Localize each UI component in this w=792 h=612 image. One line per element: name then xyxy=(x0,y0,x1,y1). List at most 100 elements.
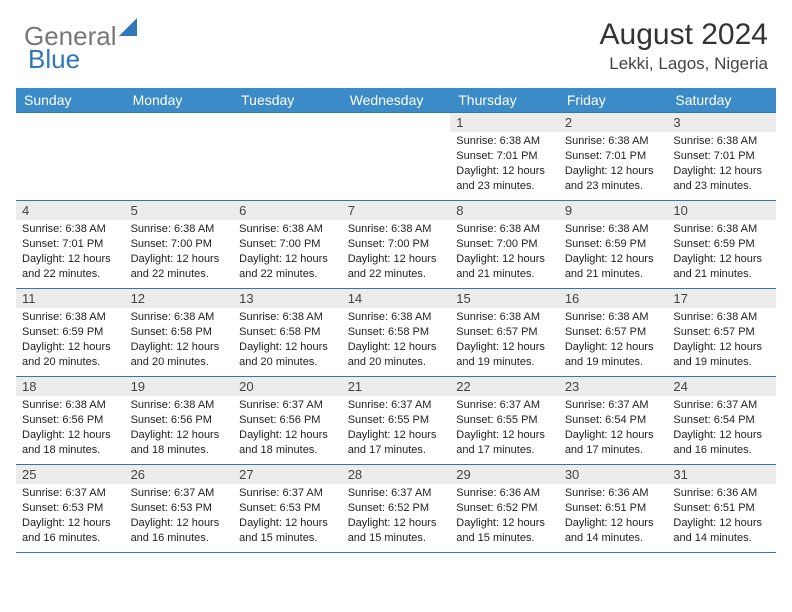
day-details: Sunrise: 6:37 AMSunset: 6:55 PMDaylight:… xyxy=(450,396,559,461)
calendar-cell: 21Sunrise: 6:37 AMSunset: 6:55 PMDayligh… xyxy=(342,377,451,465)
calendar-cell: 22Sunrise: 6:37 AMSunset: 6:55 PMDayligh… xyxy=(450,377,559,465)
calendar-cell: 5Sunrise: 6:38 AMSunset: 7:00 PMDaylight… xyxy=(125,201,234,289)
daylight-line: Daylight: 12 hours and 19 minutes. xyxy=(456,340,553,370)
day-number: 2 xyxy=(559,113,668,132)
calendar-body: 1Sunrise: 6:38 AMSunset: 7:01 PMDaylight… xyxy=(16,113,776,553)
calendar-cell: 14Sunrise: 6:38 AMSunset: 6:58 PMDayligh… xyxy=(342,289,451,377)
sunrise-line: Sunrise: 6:37 AM xyxy=(22,486,119,501)
sunrise-line: Sunrise: 6:38 AM xyxy=(22,310,119,325)
day-details: Sunrise: 6:38 AMSunset: 7:01 PMDaylight:… xyxy=(450,132,559,197)
day-details: Sunrise: 6:38 AMSunset: 6:56 PMDaylight:… xyxy=(125,396,234,461)
day-details: Sunrise: 6:37 AMSunset: 6:52 PMDaylight:… xyxy=(342,484,451,549)
calendar-cell: 16Sunrise: 6:38 AMSunset: 6:57 PMDayligh… xyxy=(559,289,668,377)
daylight-line: Daylight: 12 hours and 18 minutes. xyxy=(22,428,119,458)
day-number: 6 xyxy=(233,201,342,220)
sunset-line: Sunset: 6:53 PM xyxy=(22,501,119,516)
sunrise-line: Sunrise: 6:38 AM xyxy=(22,222,119,237)
day-details: Sunrise: 6:38 AMSunset: 7:01 PMDaylight:… xyxy=(559,132,668,197)
day-details: Sunrise: 6:38 AMSunset: 7:01 PMDaylight:… xyxy=(667,132,776,197)
day-number: 19 xyxy=(125,377,234,396)
day-number: 24 xyxy=(667,377,776,396)
calendar-cell: 2Sunrise: 6:38 AMSunset: 7:01 PMDaylight… xyxy=(559,113,668,201)
day-details: Sunrise: 6:38 AMSunset: 6:57 PMDaylight:… xyxy=(450,308,559,373)
sunset-line: Sunset: 6:58 PM xyxy=(348,325,445,340)
logo-text-2: Blue xyxy=(28,44,80,75)
sunrise-line: Sunrise: 6:38 AM xyxy=(348,222,445,237)
calendar-cell: 23Sunrise: 6:37 AMSunset: 6:54 PMDayligh… xyxy=(559,377,668,465)
day-details: Sunrise: 6:38 AMSunset: 7:01 PMDaylight:… xyxy=(16,220,125,285)
sunset-line: Sunset: 6:53 PM xyxy=(131,501,228,516)
day-details: Sunrise: 6:36 AMSunset: 6:51 PMDaylight:… xyxy=(559,484,668,549)
sunset-line: Sunset: 6:53 PM xyxy=(239,501,336,516)
sunrise-line: Sunrise: 6:37 AM xyxy=(565,398,662,413)
sunset-line: Sunset: 6:59 PM xyxy=(22,325,119,340)
sunrise-line: Sunrise: 6:38 AM xyxy=(239,310,336,325)
day-number: 22 xyxy=(450,377,559,396)
calendar-row: 4Sunrise: 6:38 AMSunset: 7:01 PMDaylight… xyxy=(16,201,776,289)
day-number: 29 xyxy=(450,465,559,484)
sunrise-line: Sunrise: 6:38 AM xyxy=(565,134,662,149)
sunrise-line: Sunrise: 6:36 AM xyxy=(565,486,662,501)
day-number: 31 xyxy=(667,465,776,484)
daylight-line: Daylight: 12 hours and 15 minutes. xyxy=(456,516,553,546)
daylight-line: Daylight: 12 hours and 23 minutes. xyxy=(456,164,553,194)
calendar-cell-empty xyxy=(125,113,234,201)
sunset-line: Sunset: 6:58 PM xyxy=(239,325,336,340)
calendar-cell: 30Sunrise: 6:36 AMSunset: 6:51 PMDayligh… xyxy=(559,465,668,553)
sunset-line: Sunset: 6:56 PM xyxy=(239,413,336,428)
day-number: 14 xyxy=(342,289,451,308)
sunrise-line: Sunrise: 6:36 AM xyxy=(673,486,770,501)
day-details: Sunrise: 6:37 AMSunset: 6:56 PMDaylight:… xyxy=(233,396,342,461)
sunrise-line: Sunrise: 6:37 AM xyxy=(348,398,445,413)
daylight-line: Daylight: 12 hours and 20 minutes. xyxy=(239,340,336,370)
day-number: 25 xyxy=(16,465,125,484)
daylight-line: Daylight: 12 hours and 18 minutes. xyxy=(131,428,228,458)
daylight-line: Daylight: 12 hours and 21 minutes. xyxy=(673,252,770,282)
day-number: 30 xyxy=(559,465,668,484)
calendar-cell: 8Sunrise: 6:38 AMSunset: 7:00 PMDaylight… xyxy=(450,201,559,289)
calendar-cell: 10Sunrise: 6:38 AMSunset: 6:59 PMDayligh… xyxy=(667,201,776,289)
calendar-cell: 20Sunrise: 6:37 AMSunset: 6:56 PMDayligh… xyxy=(233,377,342,465)
sunset-line: Sunset: 6:54 PM xyxy=(673,413,770,428)
daylight-line: Daylight: 12 hours and 16 minutes. xyxy=(673,428,770,458)
calendar-cell: 13Sunrise: 6:38 AMSunset: 6:58 PMDayligh… xyxy=(233,289,342,377)
calendar-cell: 11Sunrise: 6:38 AMSunset: 6:59 PMDayligh… xyxy=(16,289,125,377)
sunrise-line: Sunrise: 6:38 AM xyxy=(565,222,662,237)
daylight-line: Daylight: 12 hours and 14 minutes. xyxy=(565,516,662,546)
daylight-line: Daylight: 12 hours and 15 minutes. xyxy=(348,516,445,546)
day-number: 1 xyxy=(450,113,559,132)
sunset-line: Sunset: 6:56 PM xyxy=(131,413,228,428)
day-number: 3 xyxy=(667,113,776,132)
sunset-line: Sunset: 6:59 PM xyxy=(565,237,662,252)
calendar-cell: 28Sunrise: 6:37 AMSunset: 6:52 PMDayligh… xyxy=(342,465,451,553)
calendar-row: 25Sunrise: 6:37 AMSunset: 6:53 PMDayligh… xyxy=(16,465,776,553)
day-number: 4 xyxy=(16,201,125,220)
day-number: 18 xyxy=(16,377,125,396)
header: General August 2024 Lekki, Lagos, Nigeri… xyxy=(0,0,792,82)
daylight-line: Daylight: 12 hours and 15 minutes. xyxy=(239,516,336,546)
day-number: 26 xyxy=(125,465,234,484)
calendar-table: SundayMondayTuesdayWednesdayThursdayFrid… xyxy=(16,88,776,553)
calendar-cell-empty xyxy=(342,113,451,201)
sunrise-line: Sunrise: 6:38 AM xyxy=(131,222,228,237)
daylight-line: Daylight: 12 hours and 14 minutes. xyxy=(673,516,770,546)
daylight-line: Daylight: 12 hours and 22 minutes. xyxy=(239,252,336,282)
calendar-cell: 17Sunrise: 6:38 AMSunset: 6:57 PMDayligh… xyxy=(667,289,776,377)
title-block: August 2024 Lekki, Lagos, Nigeria xyxy=(600,18,768,74)
weekday-header-row: SundayMondayTuesdayWednesdayThursdayFrid… xyxy=(16,88,776,113)
daylight-line: Daylight: 12 hours and 20 minutes. xyxy=(131,340,228,370)
sunrise-line: Sunrise: 6:38 AM xyxy=(673,134,770,149)
daylight-line: Daylight: 12 hours and 23 minutes. xyxy=(565,164,662,194)
day-details: Sunrise: 6:38 AMSunset: 7:00 PMDaylight:… xyxy=(233,220,342,285)
day-details: Sunrise: 6:38 AMSunset: 6:57 PMDaylight:… xyxy=(559,308,668,373)
sunset-line: Sunset: 7:01 PM xyxy=(22,237,119,252)
daylight-line: Daylight: 12 hours and 21 minutes. xyxy=(456,252,553,282)
day-details: Sunrise: 6:38 AMSunset: 7:00 PMDaylight:… xyxy=(125,220,234,285)
day-number: 16 xyxy=(559,289,668,308)
day-number: 27 xyxy=(233,465,342,484)
day-number: 28 xyxy=(342,465,451,484)
sunrise-line: Sunrise: 6:38 AM xyxy=(673,222,770,237)
calendar-cell: 9Sunrise: 6:38 AMSunset: 6:59 PMDaylight… xyxy=(559,201,668,289)
sunset-line: Sunset: 6:57 PM xyxy=(565,325,662,340)
sunrise-line: Sunrise: 6:37 AM xyxy=(456,398,553,413)
